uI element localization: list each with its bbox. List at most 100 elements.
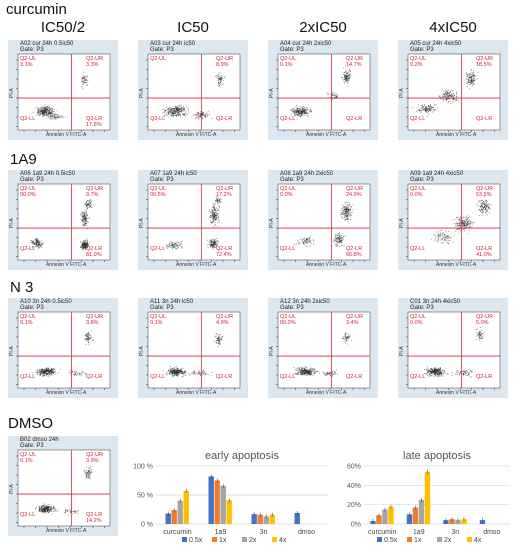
panel-gate-label: Gate: P3 — [150, 305, 174, 312]
x-axis-label: Annexin V FITC-A — [46, 529, 86, 534]
y-tick-label: 100 % — [133, 464, 153, 471]
flow-plot — [398, 40, 508, 140]
legend-swatch — [467, 537, 472, 542]
x-axis-label: Annexin V FITC-A — [436, 263, 476, 268]
legend-swatch — [182, 537, 187, 542]
quadrant-ul-value: 3.1% — [20, 62, 33, 68]
quadrant-ur-value: 5.0% — [476, 320, 489, 326]
panel-gate-label: Gate: P3 — [150, 47, 174, 54]
quadrant-ur-value: 3.4% — [346, 320, 359, 326]
legend-label: 1x — [414, 537, 422, 544]
y-axis-label: PI-A — [139, 88, 145, 98]
flow-plot — [398, 298, 508, 398]
quadrant-ul-value: 0.0% — [280, 192, 293, 198]
x-axis-label: Annexin V FITC-A — [306, 133, 346, 138]
quadrant-ll-label: Q2-LL — [20, 512, 35, 518]
quadrant-ll-label: Q2-LL — [150, 116, 165, 122]
quadrant-ul-value: 0.0% — [410, 192, 423, 198]
quadrant-lr-value: 41.0% — [476, 252, 492, 258]
category-label: 3n — [451, 529, 459, 536]
flow-plot — [8, 298, 118, 398]
category-label: curcumin — [163, 529, 192, 536]
panel-gate-label: Gate: P3 — [20, 305, 44, 312]
quadrant-lr-label: Q2-LR — [476, 116, 492, 122]
quadrant-ur-value: 3.9% — [86, 458, 99, 464]
bar-1x-1a9 — [413, 508, 418, 524]
legend-swatch — [272, 537, 277, 542]
quadrant-ur-value: 4.9% — [216, 320, 229, 326]
panel-gate-label: Gate: P3 — [410, 47, 434, 54]
y-axis-label: PI-A — [9, 484, 15, 494]
y-axis-label: PI-A — [399, 218, 405, 228]
column-header-ic50: IC50 — [138, 20, 248, 36]
category-label: 1a9 — [413, 529, 425, 536]
quadrant-lr-label: Q2-LR — [476, 374, 492, 380]
quadrant-ul-value: 00.0% — [20, 192, 36, 198]
quadrant-ur-value: 17.2% — [216, 192, 232, 198]
quadrant-ul-label: Q2-UL — [150, 56, 166, 62]
category-label: dmso — [483, 529, 500, 536]
panel-gate-label: Gate: P3 — [20, 443, 44, 450]
y-axis-label: PI-A — [399, 346, 405, 356]
panel-gate-label: Gate: P3 — [410, 305, 434, 312]
bar-0.5x-1a9 — [209, 476, 214, 524]
quadrant-lr-value: 66.8% — [346, 252, 362, 258]
quadrant-lr-label: Q2-LR — [216, 374, 232, 380]
x-axis-label: Annexin V FITC-A — [176, 263, 216, 268]
panel-gate-label: Gate: P3 — [150, 177, 174, 184]
legend-label: 4x — [474, 537, 482, 544]
quadrant-ur-value: 24.9% — [346, 192, 362, 198]
header-n3: N 3 — [10, 280, 33, 296]
quadrant-ll-label: Q2-LL — [410, 116, 425, 122]
quadrant-ll-label: Q2-LL — [20, 374, 35, 380]
quadrant-lr-label: Q2-LR — [346, 116, 362, 122]
flow-plot — [138, 298, 248, 398]
y-axis-label: PI-A — [9, 88, 15, 98]
quadrant-ur-value: 53.5% — [476, 192, 492, 198]
flow-plot — [138, 40, 248, 140]
y-axis-label: PI-A — [269, 88, 275, 98]
quadrant-lr-value: 81.0% — [86, 252, 102, 258]
column-header-ic50-half: IC50/2 — [8, 20, 118, 36]
quadrant-lr-label: Q2-LR — [86, 374, 102, 380]
column-header-4x-ic50: 4xIC50 — [398, 20, 508, 36]
y-axis-label: PI-A — [139, 346, 145, 356]
quadrant-ul-value: 00.5% — [150, 192, 166, 198]
category-label: 3n — [260, 529, 268, 536]
bar-4x-curcumin — [388, 507, 393, 524]
panel-gate-label: Gate: P3 — [410, 177, 434, 184]
x-axis-label: Annexin V FITC-A — [306, 391, 346, 396]
quadrant-ur-value: 8.9% — [216, 62, 229, 68]
x-axis-label: Annexin V FITC-A — [306, 263, 346, 268]
category-label: curcumin — [368, 529, 397, 536]
x-axis-label: Annexin V FITC-A — [46, 133, 86, 138]
bar-2x-curcumin — [178, 501, 183, 524]
quadrant-ll-label: Q2-LL — [280, 116, 295, 122]
quadrant-ll-label: Q2-LL — [150, 246, 165, 252]
legend-label: 2x — [444, 537, 452, 544]
category-label: 1a9 — [215, 529, 227, 536]
y-axis-label: PI-A — [269, 346, 275, 356]
legend-swatch — [437, 537, 442, 542]
panel-gate-label: Gate: P3 — [20, 177, 44, 184]
quadrant-ul-value: 0.1% — [20, 458, 33, 464]
column-header-2x-ic50: 2xIC50 — [268, 20, 378, 36]
header-curcumin: curcumin — [6, 2, 67, 18]
bar-4x-1a9 — [425, 472, 430, 524]
panel-gate-label: Gate: P3 — [20, 47, 44, 54]
quadrant-ur-value: 3.8% — [86, 320, 99, 326]
quadrant-lr-value: 17.8% — [86, 122, 102, 128]
y-axis-label: PI-A — [269, 218, 275, 228]
quadrant-ul-value: 00.0% — [280, 320, 296, 326]
